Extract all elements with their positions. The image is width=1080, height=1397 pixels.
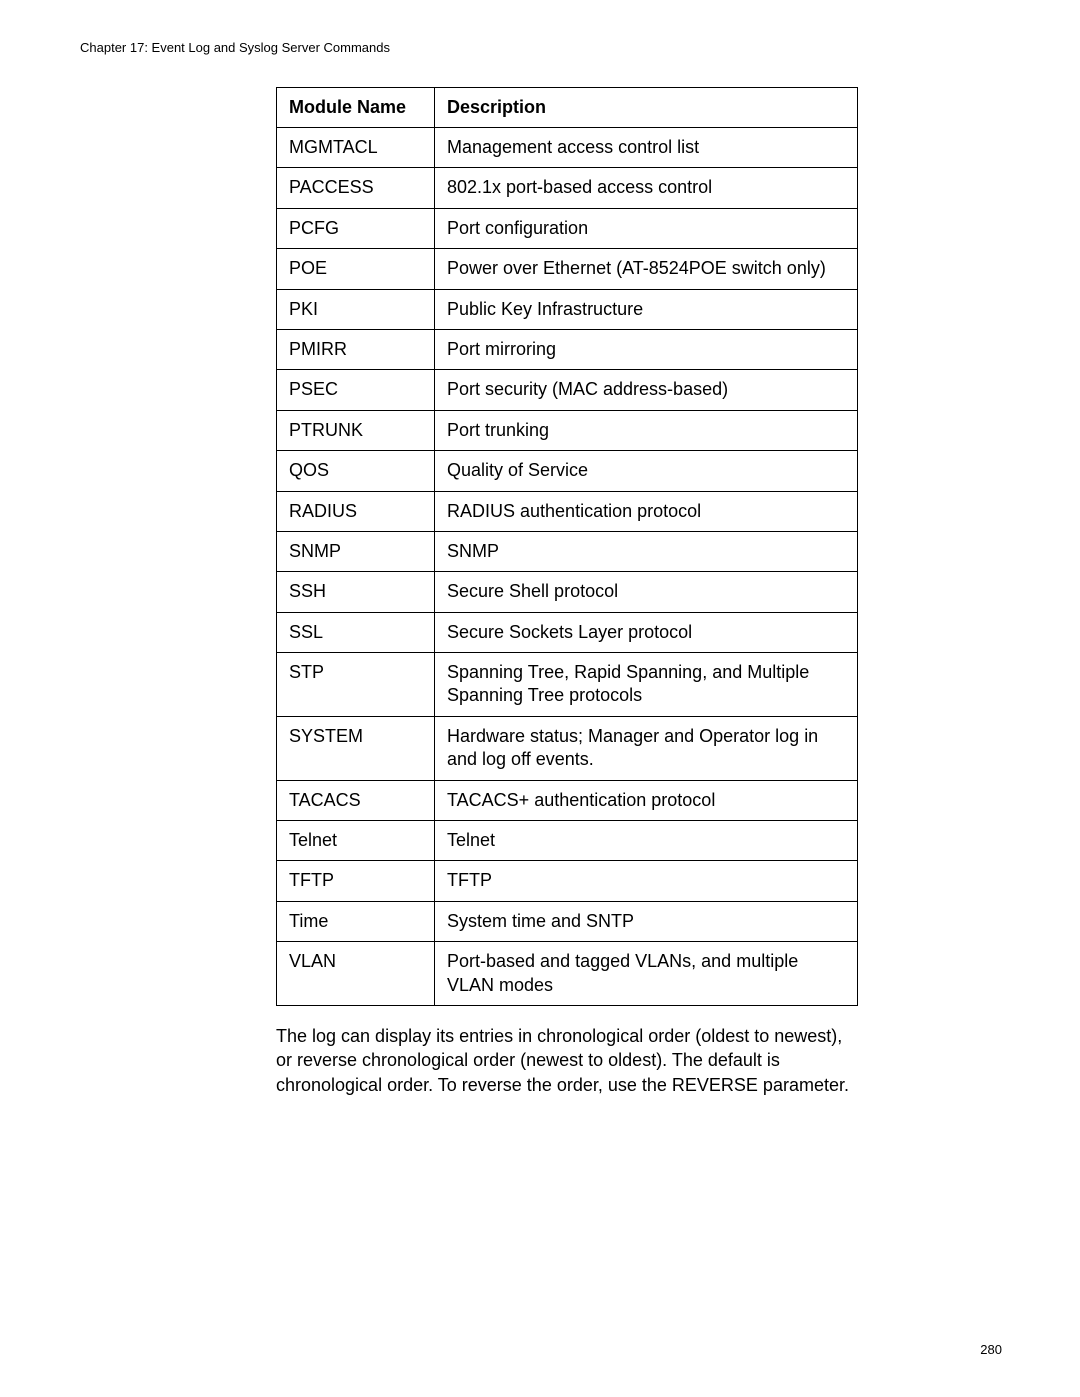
table-row: TelnetTelnet: [277, 821, 858, 861]
cell-description: Spanning Tree, Rapid Spanning, and Multi…: [435, 653, 858, 717]
cell-description: Management access control list: [435, 128, 858, 168]
cell-description: Port configuration: [435, 208, 858, 248]
table-row: VLANPort-based and tagged VLANs, and mul…: [277, 942, 858, 1006]
cell-description: Port security (MAC address-based): [435, 370, 858, 410]
table-row: PSECPort security (MAC address-based): [277, 370, 858, 410]
table-row: SSLSecure Sockets Layer protocol: [277, 612, 858, 652]
table-row: SNMPSNMP: [277, 531, 858, 571]
cell-module: TACACS: [277, 780, 435, 820]
cell-description: TACACS+ authentication protocol: [435, 780, 858, 820]
cell-description: Telnet: [435, 821, 858, 861]
cell-description: RADIUS authentication protocol: [435, 491, 858, 531]
cell-module: PACCESS: [277, 168, 435, 208]
cell-description: 802.1x port-based access control: [435, 168, 858, 208]
cell-module: PSEC: [277, 370, 435, 410]
table-row: PTRUNKPort trunking: [277, 410, 858, 450]
table-row: TACACSTACACS+ authentication protocol: [277, 780, 858, 820]
cell-module: QOS: [277, 451, 435, 491]
cell-description: SNMP: [435, 531, 858, 571]
cell-description: Quality of Service: [435, 451, 858, 491]
cell-description: Public Key Infrastructure: [435, 289, 858, 329]
cell-module: PMIRR: [277, 329, 435, 369]
table-body: MGMTACLManagement access control list PA…: [277, 128, 858, 1006]
cell-module: STP: [277, 653, 435, 717]
cell-module: MGMTACL: [277, 128, 435, 168]
cell-module: POE: [277, 249, 435, 289]
cell-description: System time and SNTP: [435, 901, 858, 941]
table-row: PCFGPort configuration: [277, 208, 858, 248]
cell-description: TFTP: [435, 861, 858, 901]
module-table: Module Name Description MGMTACLManagemen…: [276, 87, 858, 1006]
table-row: PMIRRPort mirroring: [277, 329, 858, 369]
page-number: 280: [980, 1342, 1002, 1357]
table-row: SYSTEMHardware status; Manager and Opera…: [277, 716, 858, 780]
cell-module: SNMP: [277, 531, 435, 571]
table-row: QOSQuality of Service: [277, 451, 858, 491]
cell-description: Secure Sockets Layer protocol: [435, 612, 858, 652]
cell-module: Time: [277, 901, 435, 941]
table-row: PKIPublic Key Infrastructure: [277, 289, 858, 329]
cell-description: Port-based and tagged VLANs, and multipl…: [435, 942, 858, 1006]
cell-module: TFTP: [277, 861, 435, 901]
table-row: PACCESS802.1x port-based access control: [277, 168, 858, 208]
table-row: MGMTACLManagement access control list: [277, 128, 858, 168]
body-paragraph: The log can display its entries in chron…: [276, 1024, 858, 1097]
cell-description: Port trunking: [435, 410, 858, 450]
cell-module: RADIUS: [277, 491, 435, 531]
column-header-description: Description: [435, 88, 858, 128]
table-row: RADIUSRADIUS authentication protocol: [277, 491, 858, 531]
table-row: TFTPTFTP: [277, 861, 858, 901]
cell-module: SYSTEM: [277, 716, 435, 780]
cell-module: PTRUNK: [277, 410, 435, 450]
table-row: STPSpanning Tree, Rapid Spanning, and Mu…: [277, 653, 858, 717]
cell-module: PKI: [277, 289, 435, 329]
content-area: Module Name Description MGMTACLManagemen…: [276, 87, 858, 1097]
cell-module: PCFG: [277, 208, 435, 248]
table-row: SSHSecure Shell protocol: [277, 572, 858, 612]
cell-module: SSH: [277, 572, 435, 612]
cell-description: Hardware status; Manager and Operator lo…: [435, 716, 858, 780]
cell-module: VLAN: [277, 942, 435, 1006]
cell-module: Telnet: [277, 821, 435, 861]
cell-module: SSL: [277, 612, 435, 652]
cell-description: Secure Shell protocol: [435, 572, 858, 612]
cell-description: Port mirroring: [435, 329, 858, 369]
table-row: TimeSystem time and SNTP: [277, 901, 858, 941]
table-row: POEPower over Ethernet (AT-8524POE switc…: [277, 249, 858, 289]
table-header-row: Module Name Description: [277, 88, 858, 128]
chapter-header: Chapter 17: Event Log and Syslog Server …: [80, 40, 1002, 55]
document-page: Chapter 17: Event Log and Syslog Server …: [0, 0, 1080, 1137]
cell-description: Power over Ethernet (AT-8524POE switch o…: [435, 249, 858, 289]
column-header-module: Module Name: [277, 88, 435, 128]
